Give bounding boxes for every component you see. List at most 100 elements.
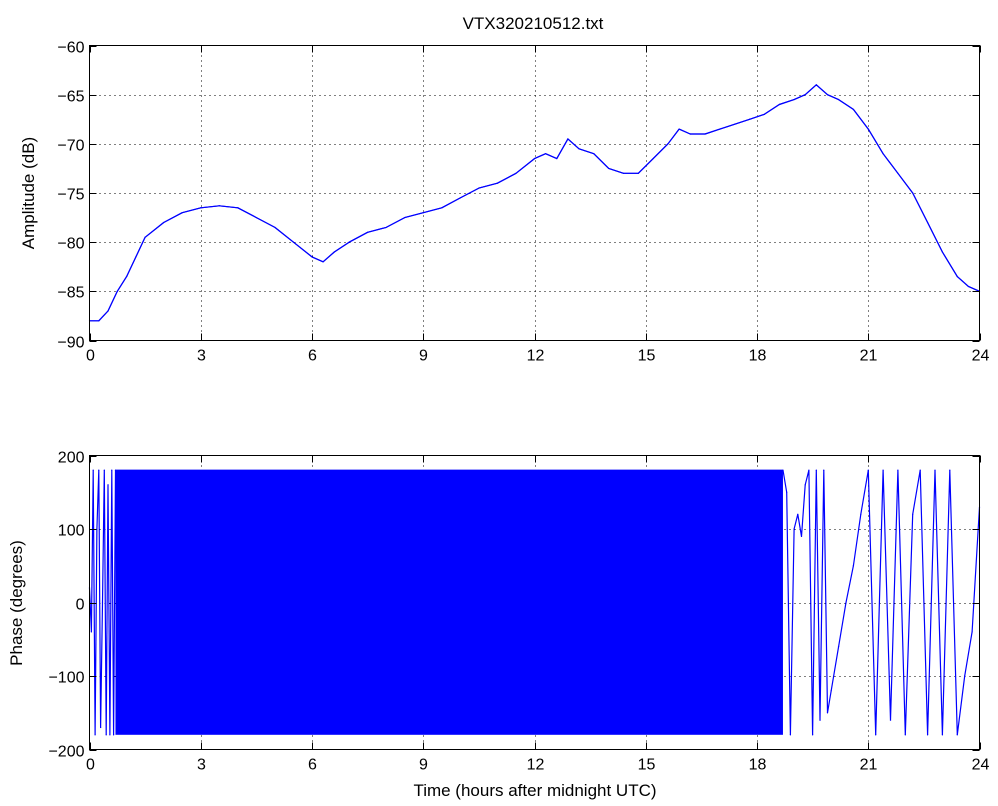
amplitude-y-tick-label: −90	[57, 335, 84, 352]
phase-data-point	[797, 513, 799, 515]
phase-data-point	[103, 469, 105, 471]
amplitude-data-point	[941, 251, 944, 253]
phase-data-point	[912, 513, 914, 515]
amplitude-data-point	[135, 256, 137, 258]
amplitude-y-tick-label: −65	[57, 89, 84, 106]
phase-data-point	[109, 734, 111, 736]
amplitude-data-point	[274, 226, 276, 229]
phase-data-point	[812, 734, 814, 736]
amplitude-data-point	[545, 153, 547, 155]
amplitude-data-point	[348, 241, 350, 243]
amplitude-data-point	[815, 84, 817, 86]
amplitude-data-point	[218, 205, 220, 207]
phase-data-point	[904, 734, 906, 736]
amplitude-data-point	[852, 108, 855, 111]
amplitude-data-point	[882, 153, 884, 155]
amplitude-data-point	[367, 231, 369, 233]
phase-x-tick-label: 9	[419, 757, 428, 774]
amplitude-data-point	[556, 157, 558, 160]
amplitude-data-point	[322, 261, 324, 263]
phase-data-point	[964, 675, 966, 677]
phase-data-point	[971, 631, 973, 633]
phase-data-point	[934, 469, 936, 471]
amplitude-data-point	[637, 172, 639, 174]
phase-data-point	[105, 734, 107, 736]
phase-data-point	[926, 734, 929, 736]
amplitude-data-point	[567, 138, 569, 140]
phase-data-point	[845, 601, 847, 604]
amplitude-y-tick-label: −75	[57, 187, 84, 204]
phase-data-point	[107, 484, 109, 486]
amplitude-data-point	[837, 98, 840, 101]
amplitude-y-tick-label: −70	[57, 138, 84, 155]
phase-data-point	[786, 491, 788, 493]
amplitude-data-point	[826, 94, 829, 96]
amplitude-data-point	[533, 157, 536, 160]
phase-data-point	[96, 528, 98, 530]
amplitude-grid	[89, 45, 980, 341]
amplitude-data-point	[897, 172, 899, 174]
amplitude-data-point	[704, 133, 706, 135]
amplitude-series-band	[89, 84, 980, 322]
phase-data-point	[804, 484, 806, 486]
amplitude-x-tick-label: 18	[749, 348, 767, 365]
amplitude-data-point	[678, 128, 680, 130]
phase-data-point	[90, 631, 92, 633]
phase-data-point	[100, 726, 102, 729]
amplitude-x-tick-label: 0	[86, 348, 95, 365]
phase-data-point	[941, 734, 944, 736]
phase-data-point	[897, 469, 899, 471]
amplitude-data-point	[608, 167, 610, 170]
amplitude-data-point	[107, 310, 109, 312]
amplitude-data-point	[163, 221, 165, 224]
amplitude-y-tick-label: −85	[57, 285, 84, 302]
amplitude-data-point	[237, 207, 239, 209]
amplitude-data-point	[763, 113, 766, 115]
phase-data-point	[919, 469, 921, 471]
amplitude-data-point	[804, 94, 806, 96]
phase-data-point	[830, 690, 832, 692]
amplitude-plot-area	[88, 84, 981, 322]
amplitude-data-point	[255, 216, 257, 219]
amplitude-data-point	[496, 182, 499, 184]
amplitude-data-point	[144, 236, 146, 238]
phase-y-tick-label: 200	[58, 450, 85, 467]
amplitude-data-point	[652, 157, 654, 160]
amplitude-data-point	[478, 187, 480, 189]
amplitude-data-point	[404, 216, 406, 219]
phase-data-point	[889, 719, 892, 721]
amplitude-y-tick-label: −60	[57, 40, 84, 57]
amplitude-data-point	[622, 172, 625, 174]
amplitude-data-point	[748, 118, 751, 120]
amplitude-data-point	[311, 256, 313, 258]
phase-data-point	[793, 528, 795, 530]
amplitude-x-tick-label: 9	[419, 348, 428, 365]
phase-y-axis-label: Phase (degrees)	[7, 540, 26, 666]
phase-data-point	[867, 469, 869, 471]
phase-data-point	[823, 469, 825, 471]
phase-y-tick-label: −100	[48, 670, 84, 687]
amplitude-data-point	[956, 275, 958, 278]
amplitude-x-tick-label: 15	[638, 348, 656, 365]
phase-axes: 0 3 6 9 12 15 18 21 24 −200 −100 0 100 200 Phase (deg…	[7, 450, 990, 801]
phase-dense-band	[115, 470, 783, 735]
amplitude-series-line	[89, 84, 980, 322]
amplitude-data-point	[734, 123, 736, 125]
phase-frame	[89, 455, 980, 750]
chart-title: VTX320210512.txt	[463, 14, 604, 33]
amplitude-y-tick-label: −80	[57, 236, 84, 253]
phase-data-point	[949, 469, 951, 471]
phase-x-axis-label: Time (hours after midnight UTC)	[413, 781, 656, 800]
phase-data-point	[819, 719, 821, 721]
phase-data-point	[956, 734, 958, 736]
amplitude-x-tick-label: 6	[308, 348, 317, 365]
amplitude-data-point	[292, 241, 295, 243]
phase-data-point	[852, 565, 855, 567]
phase-y-tick-label: −200	[48, 744, 84, 761]
phase-data-point	[111, 469, 113, 471]
phase-data-point	[875, 734, 877, 736]
phase-data-point	[815, 469, 817, 471]
phase-x-tick-label: 18	[749, 757, 767, 774]
phase-x-tick-label: 6	[308, 757, 317, 774]
